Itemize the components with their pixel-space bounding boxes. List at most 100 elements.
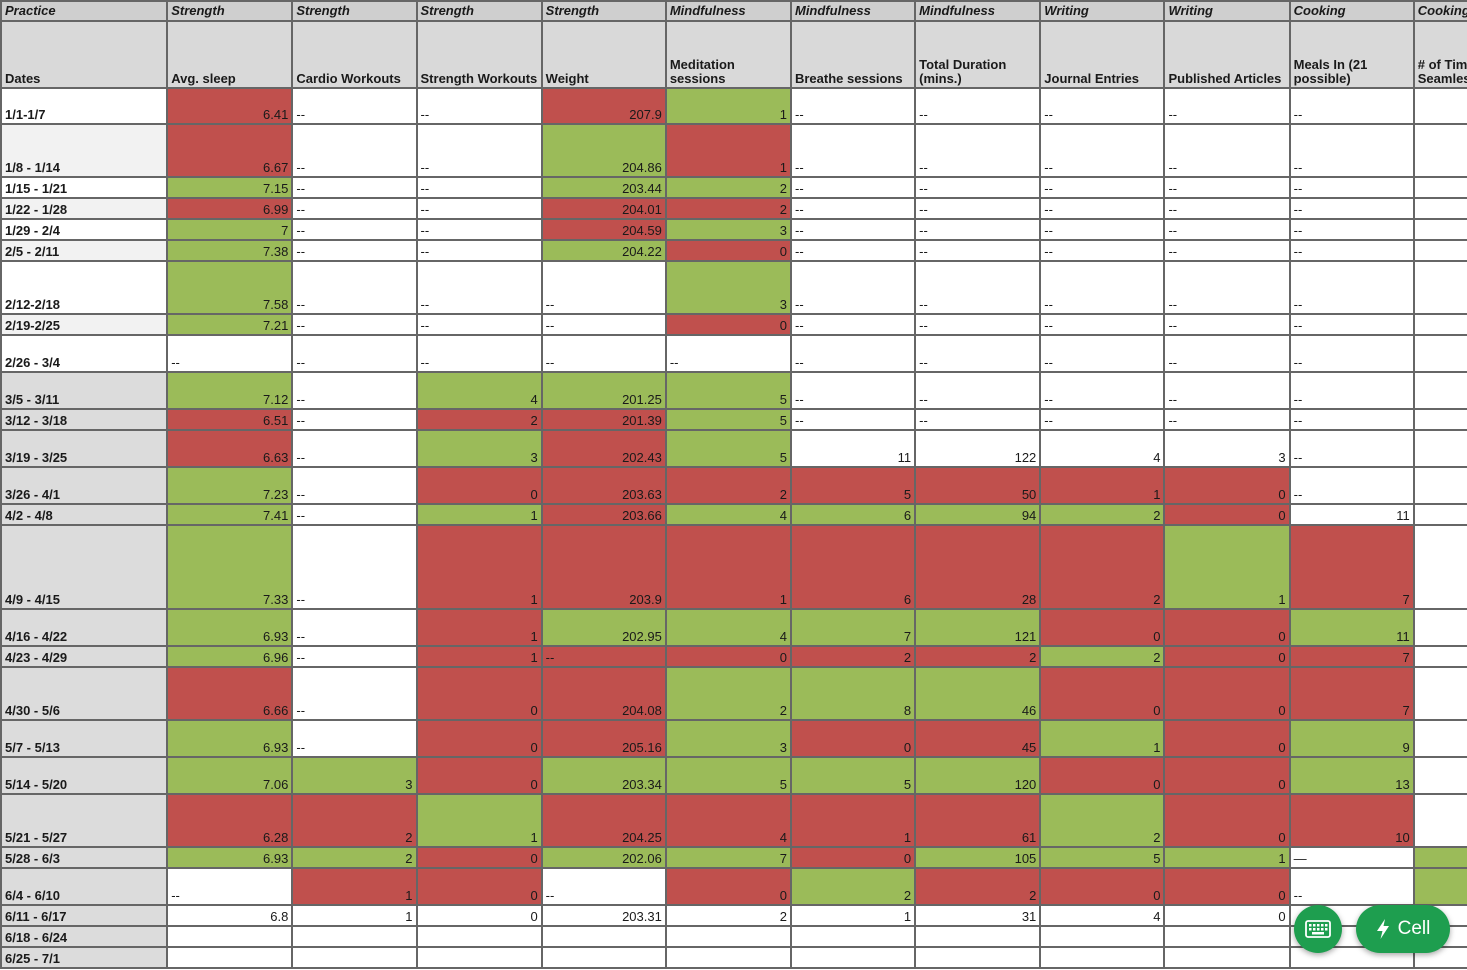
data-cell[interactable]: 0: [1163, 666, 1291, 721]
data-cell[interactable]: [1163, 925, 1291, 948]
date-cell[interactable]: 3/12 - 3/18: [0, 408, 169, 431]
data-cell[interactable]: 3: [415, 429, 543, 468]
column-header[interactable]: Dates: [0, 20, 169, 89]
date-cell[interactable]: 5/7 - 5/13: [0, 719, 169, 758]
data-cell[interactable]: 1: [415, 645, 543, 668]
data-cell[interactable]: [1412, 87, 1467, 125]
data-cell[interactable]: 1: [664, 123, 792, 178]
data-cell[interactable]: 6: [789, 503, 917, 526]
date-cell[interactable]: 6/25 - 7/1: [0, 946, 169, 969]
date-cell[interactable]: 3/26 - 4/1: [0, 466, 169, 505]
data-cell[interactable]: --: [415, 87, 543, 125]
data-cell[interactable]: --: [1288, 867, 1415, 906]
column-header[interactable]: Total Duration (mins.): [914, 20, 1042, 89]
data-cell[interactable]: --: [1163, 218, 1291, 241]
data-cell[interactable]: --: [291, 197, 418, 220]
data-cell[interactable]: 5: [664, 429, 792, 468]
data-cell[interactable]: --: [540, 313, 667, 336]
data-cell[interactable]: --: [914, 123, 1042, 178]
cell-button[interactable]: Cell: [1356, 905, 1450, 953]
data-cell[interactable]: 1: [291, 904, 418, 927]
data-cell[interactable]: --: [789, 197, 917, 220]
data-cell[interactable]: --: [415, 176, 543, 199]
data-cell[interactable]: 7.15: [166, 176, 294, 199]
data-cell[interactable]: --: [291, 371, 418, 410]
data-cell[interactable]: --: [291, 313, 418, 336]
data-cell[interactable]: 6.41: [166, 87, 294, 125]
data-cell[interactable]: --: [1288, 218, 1415, 241]
data-cell[interactable]: --: [914, 197, 1042, 220]
data-cell[interactable]: --: [1039, 408, 1166, 431]
data-cell[interactable]: 0: [789, 846, 917, 869]
data-cell[interactable]: 4: [664, 503, 792, 526]
data-cell[interactable]: [1412, 429, 1467, 468]
data-cell[interactable]: 0: [1163, 608, 1291, 647]
data-cell[interactable]: --: [1039, 371, 1166, 410]
data-cell[interactable]: 1: [415, 793, 543, 848]
data-cell[interactable]: 6.63: [166, 429, 294, 468]
data-cell[interactable]: --: [914, 87, 1042, 125]
data-cell[interactable]: 6.93: [166, 608, 294, 647]
data-cell[interactable]: --: [166, 867, 294, 906]
data-cell[interactable]: --: [789, 334, 917, 373]
data-cell[interactable]: --: [1288, 87, 1415, 125]
date-cell[interactable]: 5/14 - 5/20: [0, 756, 169, 795]
data-cell[interactable]: 201.25: [540, 371, 667, 410]
data-cell[interactable]: 203.34: [540, 756, 667, 795]
date-cell[interactable]: 4/2 - 4/8: [0, 503, 169, 526]
data-cell[interactable]: --: [1288, 239, 1415, 262]
data-cell[interactable]: 0: [664, 239, 792, 262]
data-cell[interactable]: --: [664, 334, 792, 373]
data-cell[interactable]: --: [789, 408, 917, 431]
date-cell[interactable]: 2/12-2/18: [0, 260, 169, 315]
column-header[interactable]: Meals In (21 possible): [1288, 20, 1415, 89]
data-cell[interactable]: [1412, 371, 1467, 410]
data-cell[interactable]: --: [1288, 408, 1415, 431]
data-cell[interactable]: 122: [914, 429, 1042, 468]
data-cell[interactable]: 2: [664, 197, 792, 220]
data-cell[interactable]: 0: [415, 666, 543, 721]
data-cell[interactable]: --: [1163, 176, 1291, 199]
data-cell[interactable]: 10: [1288, 793, 1415, 848]
column-header[interactable]: # of Times Seamless: [1412, 20, 1467, 89]
data-cell[interactable]: 5: [1039, 846, 1166, 869]
data-cell[interactable]: --: [415, 239, 543, 262]
date-cell[interactable]: 3/19 - 3/25: [0, 429, 169, 468]
data-cell[interactable]: --: [914, 239, 1042, 262]
date-cell[interactable]: 1/1-1/7: [0, 87, 169, 125]
data-cell[interactable]: 50: [914, 466, 1042, 505]
data-cell[interactable]: 1: [1039, 719, 1166, 758]
data-cell[interactable]: 201.39: [540, 408, 667, 431]
data-cell[interactable]: 11: [789, 429, 917, 468]
data-cell[interactable]: --: [1288, 313, 1415, 336]
data-cell[interactable]: 28: [914, 524, 1042, 610]
data-cell[interactable]: --: [789, 371, 917, 410]
category-cell[interactable]: Strength: [166, 0, 294, 22]
data-cell[interactable]: 1: [415, 503, 543, 526]
data-cell[interactable]: --: [1039, 239, 1166, 262]
column-header[interactable]: Meditation sessions: [664, 20, 792, 89]
data-cell[interactable]: --: [540, 867, 667, 906]
data-cell[interactable]: [1412, 176, 1467, 199]
data-cell[interactable]: --: [291, 608, 418, 647]
data-cell[interactable]: --: [914, 260, 1042, 315]
data-cell[interactable]: --: [1288, 371, 1415, 410]
date-cell[interactable]: 2/5 - 2/11: [0, 239, 169, 262]
data-cell[interactable]: 2: [1039, 524, 1166, 610]
data-cell[interactable]: 2: [664, 466, 792, 505]
data-cell[interactable]: --: [914, 313, 1042, 336]
data-cell[interactable]: --: [789, 218, 917, 241]
data-cell[interactable]: --: [1163, 87, 1291, 125]
data-cell[interactable]: [664, 946, 792, 969]
data-cell[interactable]: 7.23: [166, 466, 294, 505]
data-cell[interactable]: [1039, 925, 1166, 948]
date-cell[interactable]: 2/26 - 3/4: [0, 334, 169, 373]
data-cell[interactable]: 203.63: [540, 466, 667, 505]
data-cell[interactable]: --: [1039, 123, 1166, 178]
data-cell[interactable]: 204.01: [540, 197, 667, 220]
data-cell[interactable]: --: [1288, 123, 1415, 178]
data-cell[interactable]: 2: [291, 846, 418, 869]
data-cell[interactable]: --: [1288, 176, 1415, 199]
data-cell[interactable]: --: [1288, 466, 1415, 505]
data-cell[interactable]: [1412, 645, 1467, 668]
